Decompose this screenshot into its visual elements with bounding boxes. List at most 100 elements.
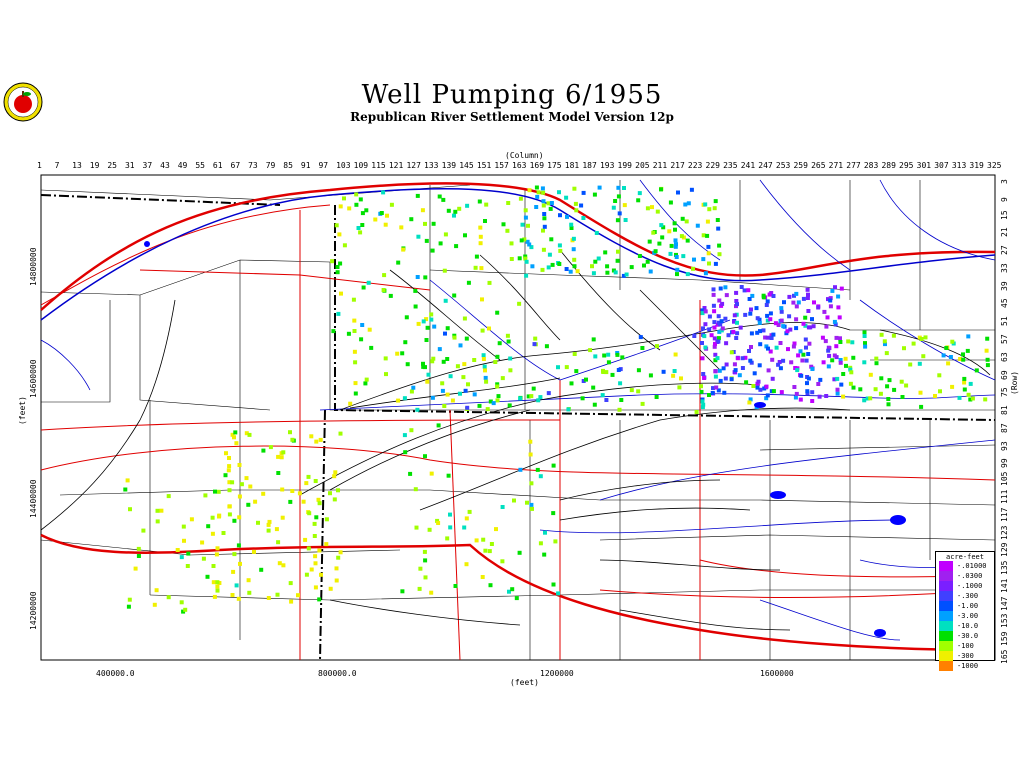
legend-swatch (939, 651, 953, 661)
pumping-cell (638, 335, 643, 340)
apple-logo-icon (3, 82, 43, 122)
pumping-cell (769, 389, 774, 394)
pumping-cell (729, 350, 734, 355)
pumping-cell (702, 376, 707, 380)
legend-swatch (939, 591, 953, 601)
pumping-cell (436, 521, 441, 525)
column-tick: 61 (212, 161, 223, 170)
pumping-cell (719, 319, 724, 324)
pumping-cell (441, 359, 446, 364)
column-tick: 13 (72, 161, 82, 170)
lakes (144, 241, 906, 637)
pumping-cell (352, 318, 357, 323)
pumping-cell (226, 468, 231, 473)
column-tick: 325 (987, 161, 1002, 170)
pumping-cell (844, 363, 848, 368)
pumping-cell (186, 551, 191, 556)
pumping-cell (274, 527, 279, 532)
pumping-cell (706, 244, 711, 249)
column-tick: 7 (54, 161, 60, 170)
pumping-cell (673, 244, 678, 249)
pumping-cell (700, 399, 705, 404)
pumping-cell (985, 336, 990, 341)
pumping-cell (821, 360, 826, 365)
pumping-cell (735, 320, 739, 325)
pumping-cell (480, 297, 484, 302)
column-tick: 1 (37, 161, 42, 170)
column-tick: 241 (740, 161, 756, 170)
pumping-cell (794, 326, 799, 331)
pumping-cell (461, 375, 466, 380)
column-tick: 49 (177, 161, 188, 170)
x-tick: 1600000 (760, 669, 794, 678)
pumping-cell (777, 360, 782, 364)
pumping-cell (351, 297, 356, 302)
legend-swatch (939, 621, 953, 631)
pumping-cell (423, 575, 428, 580)
pumping-cell (781, 358, 786, 363)
pumping-cell (495, 382, 500, 387)
pumping-cell (336, 555, 341, 560)
pumping-cell (571, 236, 576, 241)
pumping-cell (734, 299, 739, 303)
column-tick: 91 (300, 161, 311, 170)
row-tick: 105 (1000, 471, 1009, 487)
pumping-cell (675, 267, 680, 272)
pumping-cell (793, 366, 798, 370)
pumping-cell (752, 371, 757, 376)
pumping-cell (566, 407, 571, 412)
legend-label: -.0300 (957, 572, 983, 580)
pumping-cell (588, 348, 593, 353)
pumping-cell (166, 595, 171, 600)
pumping-cell (405, 362, 410, 367)
pumping-cell (961, 352, 965, 357)
column-tick: 313 (951, 161, 967, 170)
column-tick: 169 (529, 161, 545, 170)
pumping-cell (338, 261, 343, 266)
pumping-cell (596, 256, 601, 261)
pumping-cell (809, 364, 814, 369)
column-tick: 103 (336, 161, 351, 170)
pumping-cell (778, 366, 783, 371)
pumping-cell (749, 331, 754, 336)
pumping-cell (445, 392, 450, 397)
pumping-cell (247, 590, 252, 595)
pumping-cell (735, 331, 740, 336)
pumping-cell (358, 230, 363, 235)
pumping-cell (718, 378, 723, 383)
pumping-cell (919, 404, 924, 409)
pumping-cell (605, 264, 610, 269)
pumping-cell (489, 542, 494, 546)
pumping-cell (358, 197, 363, 202)
pumping-cell (237, 494, 242, 499)
legend-item: -3.00 (936, 611, 994, 621)
pumping-cell (900, 395, 905, 399)
pumping-cell (317, 597, 322, 602)
pumping-cell (615, 352, 620, 357)
pumping-cell (234, 583, 239, 588)
pumping-cell (701, 402, 706, 407)
pumping-cell (717, 243, 722, 248)
pumping-cell (776, 362, 781, 367)
pumping-cell (136, 546, 141, 551)
pumping-cell (765, 313, 770, 318)
legend-swatch (939, 661, 953, 671)
pumping-cell (851, 385, 856, 390)
pumping-cell (950, 384, 955, 389)
pumping-cell (732, 319, 736, 324)
pumping-cell (734, 336, 739, 340)
pumping-cell (277, 561, 282, 566)
pumping-cell (701, 326, 705, 331)
column-tick: 157 (494, 161, 509, 170)
pumping-cell (466, 280, 471, 285)
column-tick: 187 (582, 161, 597, 170)
pumping-cell (970, 396, 975, 401)
pumping-cell (281, 563, 286, 568)
pumping-cell (712, 309, 717, 314)
pumping-cell (313, 554, 318, 559)
pumping-cell (731, 329, 736, 334)
pumping-cell (423, 454, 427, 459)
pumping-cell (757, 320, 762, 325)
legend-label: -.300 (957, 592, 979, 600)
pumping-cell (807, 341, 812, 346)
